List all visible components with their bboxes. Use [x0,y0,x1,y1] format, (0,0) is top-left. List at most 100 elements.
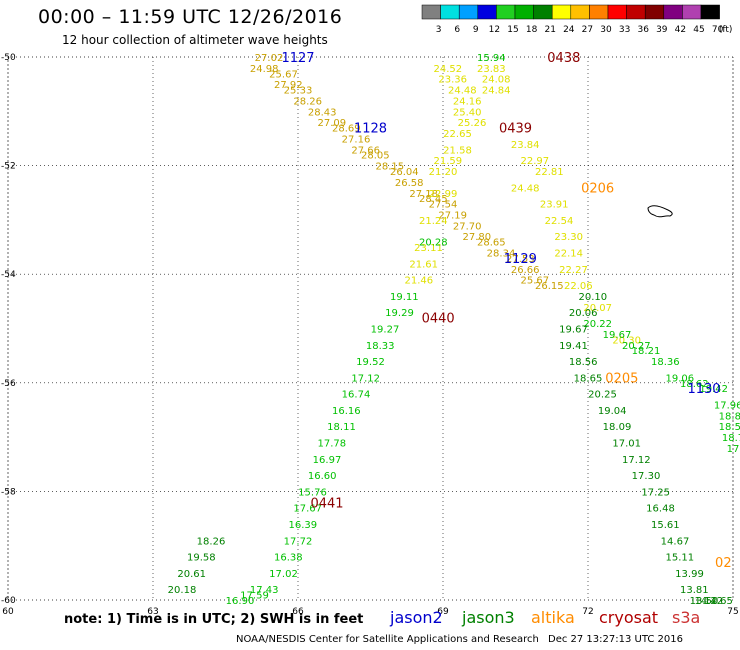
wave-height-label: 27.66 [351,145,380,156]
colorbar-label: 39 [656,25,668,35]
wave-height-label: 27.54 [429,200,458,211]
lat-tick-label: -54 [1,270,16,280]
wave-height-label: 20.28 [419,238,448,249]
legend-item-cryosat: cryosat [599,608,659,627]
wave-height-label: 24.98 [250,64,279,75]
wave-height-label: 16.38 [274,553,303,564]
wave-height-label: 13.81 [680,585,709,596]
lon-tick-label: 75 [727,607,738,617]
wave-height-label: 24.48 [511,183,540,194]
wave-height-label: 26.66 [511,265,540,276]
colorbar-label: 9 [473,25,479,35]
wave-height-label: 26.15 [535,281,564,292]
wave-height-label: 19.04 [598,406,627,417]
lon-tick-label: 66 [292,607,304,617]
wave-height-label: 17.30 [632,471,661,482]
wave-height-label: 24.84 [482,86,511,97]
wave-height-label: 15.61 [651,520,680,531]
colorbar-label: 70 [712,25,724,35]
wave-height-label: 18.81 [719,411,740,422]
pass-label: 0439 [499,122,532,137]
wave-height-label: 15.76 [298,487,327,498]
lat-tick-label: -58 [1,487,16,497]
wave-height-label: 21.24 [419,216,448,227]
colorbar-label: 3 [436,25,442,35]
wave-height-label: 20.25 [588,390,617,401]
wave-height-label: 28.69 [332,124,361,135]
wave-height-label: 24.08 [482,75,511,86]
wave-height-label: 25.67 [521,276,550,287]
wave-height-label: 19.67 [559,325,588,336]
wave-height-label: 22.14 [554,248,583,259]
wave-height-label: 20.61 [177,569,206,580]
colorbar-label: 6 [454,25,460,35]
wave-height-label: 22.27 [559,265,588,276]
colorbar: 3 6 9 12 15 18 21 24 27 30 33 36 39 42 45 70(ft) [421,4,733,35]
wave-height-label: 28.26 [293,96,322,107]
lon-tick-label: 72 [582,607,593,617]
wave-height-label: 23.30 [554,232,583,243]
wave-height-label: 27.53 [506,254,535,265]
page-subtitle: 12 hour collection of altimeter wave hei… [62,33,328,47]
wave-height-label: 21.61 [409,259,438,270]
wave-height-label: 16.39 [289,520,318,531]
lat-tick-label: -52 [1,162,16,172]
wave-height-label: 16.16 [332,406,361,417]
lon-tick-label: 60 [2,607,14,617]
generated-timestamp: Dec 27 13:27:13 UTC 2016 [548,634,683,645]
wave-height-label: 18.11 [327,422,356,433]
wave-height-label: 14.67 [661,536,690,547]
wave-height-label: 25.26 [458,118,487,129]
wave-height-label: 22.81 [535,167,564,178]
pass-label: 0205 [605,371,638,386]
colorbar-label: (ft) [719,25,733,35]
wave-height-label: 28.15 [376,162,405,173]
wave-height-label: 20.27 [622,341,651,352]
pass-label: 0441 [310,496,343,511]
wave-height-label: 14.65 [704,596,733,607]
lat-tick-label: -56 [1,379,16,389]
wave-height-label: 27.09 [318,118,347,129]
wave-height-label: 16.74 [342,390,371,401]
wave-height-label: 25.40 [453,107,482,118]
legend-item-altika: altika [531,608,575,627]
wave-height-label: 19.11 [390,292,419,303]
wave-height-label: 27.80 [463,232,492,243]
colorbar-label: 33 [619,25,630,35]
colorbar-label: 21 [544,25,555,35]
colorbar-label: 12 [489,25,500,35]
footer-note: note: 1) Time is in UTC; 2) SWH is in fe… [64,612,364,627]
lat-tick-label: -50 [1,53,16,63]
wave-height-label: 23.91 [540,200,569,211]
wave-height-label: 18.62 [680,379,709,390]
wave-height-label: 23.84 [511,140,540,151]
colorbar-label: 36 [637,25,649,35]
wave-height-label: 16.48 [646,504,675,515]
wave-height-label: 20.18 [168,585,197,596]
wave-height-label: 18.26 [197,536,226,547]
pass-label: 0438 [547,51,580,66]
wave-height-label: 23.83 [477,64,506,75]
wave-height-label: 17.12 [622,455,651,466]
pass-label: 0206 [581,181,614,196]
wave-height-label: 27.18 [409,189,438,200]
wave-height-label: 19.41 [559,341,588,352]
wave-height-label: 16.97 [313,455,342,466]
wave-height-label: 16.60 [308,471,337,482]
wave-height-label: 17.72 [284,536,313,547]
wave-height-label: 21.59 [434,156,463,167]
pass-label: 1129 [504,252,537,267]
wave-height-label: 19.29 [385,308,414,319]
wave-height-label: 28.34 [487,248,516,259]
wave-height-label: 27.02 [255,53,284,64]
footer-credit: NOAA/NESDIS Center for Satellite Applica… [236,634,539,645]
wave-height-label: 13.99 [675,569,704,580]
colorbar-label: 18 [526,25,538,35]
wave-height-label: 18.09 [603,422,632,433]
wave-height-label: 18.56 [569,357,598,368]
wave-height-label: 22.65 [443,129,472,140]
wave-height-label: 27.16 [342,134,371,145]
legend-item-jason2: jason2 [390,608,443,627]
wave-height-label: 15.11 [666,553,695,564]
